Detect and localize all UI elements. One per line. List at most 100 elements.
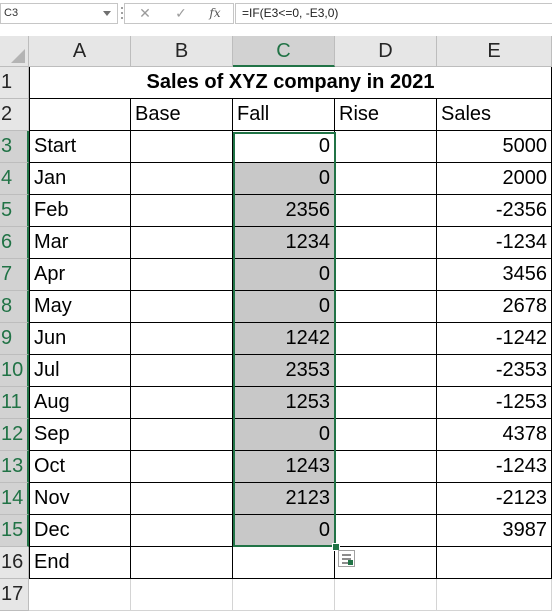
cell-a6[interactable]: Mar <box>29 227 131 259</box>
cell-b8[interactable] <box>131 291 233 323</box>
row-header-1[interactable]: 1 <box>0 67 29 99</box>
cell-d10[interactable] <box>335 355 437 387</box>
cell-e14[interactable]: -2123 <box>437 483 552 515</box>
cell-c4[interactable]: 0 <box>233 163 335 195</box>
cell-e8[interactable]: 2678 <box>437 291 552 323</box>
cell-a13[interactable]: Oct <box>29 451 131 483</box>
cell-b4[interactable] <box>131 163 233 195</box>
cell-c2[interactable]: Fall <box>233 99 335 131</box>
row-header-17[interactable]: 17 <box>0 579 29 611</box>
cell-e6[interactable]: -1234 <box>437 227 552 259</box>
cell-c6[interactable]: 1234 <box>233 227 335 259</box>
cell-a17[interactable] <box>29 579 131 611</box>
row-header-12[interactable]: 12 <box>0 419 29 451</box>
cell-d12[interactable] <box>335 419 437 451</box>
row-header-6[interactable]: 6 <box>0 227 29 259</box>
cell-b12[interactable] <box>131 419 233 451</box>
name-box[interactable]: C3 <box>0 3 118 24</box>
row-header-15[interactable]: 15 <box>0 515 29 547</box>
cell-e7[interactable]: 3456 <box>437 259 552 291</box>
cell-d14[interactable] <box>335 483 437 515</box>
cell-e12[interactable]: 4378 <box>437 419 552 451</box>
cell-a10[interactable]: Jul <box>29 355 131 387</box>
formula-input[interactable]: =IF(E3<=0, -E3,0) <box>235 3 552 24</box>
cell-b2[interactable]: Base <box>131 99 233 131</box>
cell-c14[interactable]: 2123 <box>233 483 335 515</box>
row-header-9[interactable]: 9 <box>0 323 29 355</box>
row-header-2[interactable]: 2 <box>0 99 29 131</box>
cell-d2[interactable]: Rise <box>335 99 437 131</box>
column-header-e[interactable]: E <box>437 36 552 67</box>
cell-c8[interactable]: 0 <box>233 291 335 323</box>
cell-e9[interactable]: -1242 <box>437 323 552 355</box>
cell-a8[interactable]: May <box>29 291 131 323</box>
row-header-8[interactable]: 8 <box>0 291 29 323</box>
row-header-14[interactable]: 14 <box>0 483 29 515</box>
column-header-c[interactable]: C <box>233 36 335 67</box>
cell-e17[interactable] <box>437 579 552 611</box>
row-header-16[interactable]: 16 <box>0 547 29 579</box>
cell-e11[interactable]: -1253 <box>437 387 552 419</box>
row-header-4[interactable]: 4 <box>0 163 29 195</box>
cell-c16[interactable] <box>233 547 335 579</box>
cell-a3[interactable]: Start <box>29 131 131 163</box>
cell-c17[interactable] <box>233 579 335 611</box>
cell-d11[interactable] <box>335 387 437 419</box>
enter-icon[interactable]: ✓ <box>175 5 187 21</box>
cell-b3[interactable] <box>131 131 233 163</box>
select-all-button[interactable] <box>0 36 29 67</box>
cell-c7[interactable]: 0 <box>233 259 335 291</box>
cell-c9[interactable]: 1242 <box>233 323 335 355</box>
dropdown-arrow-icon[interactable] <box>103 11 111 16</box>
cell-a12[interactable]: Sep <box>29 419 131 451</box>
formula-bar-grip[interactable] <box>120 5 124 22</box>
row-header-3[interactable]: 3 <box>0 131 29 163</box>
row-header-5[interactable]: 5 <box>0 195 29 227</box>
cell-a9[interactable]: Jun <box>29 323 131 355</box>
cell-e2[interactable]: Sales <box>437 99 552 131</box>
row-header-11[interactable]: 11 <box>0 387 29 419</box>
cell-b11[interactable] <box>131 387 233 419</box>
cell-d3[interactable] <box>335 131 437 163</box>
cell-b15[interactable] <box>131 515 233 547</box>
cell-a7[interactable]: Apr <box>29 259 131 291</box>
cell-d8[interactable] <box>335 291 437 323</box>
cell-d13[interactable] <box>335 451 437 483</box>
row-header-10[interactable]: 10 <box>0 355 29 387</box>
cancel-icon[interactable]: ✕ <box>139 5 151 21</box>
cell-e10[interactable]: -2353 <box>437 355 552 387</box>
column-header-d[interactable]: D <box>335 36 437 67</box>
cell-d5[interactable] <box>335 195 437 227</box>
row-header-7[interactable]: 7 <box>0 259 29 291</box>
cell-c10[interactable]: 2353 <box>233 355 335 387</box>
cell-e16[interactable] <box>437 547 552 579</box>
cell-e3[interactable]: 5000 <box>437 131 552 163</box>
cell-c13[interactable]: 1243 <box>233 451 335 483</box>
cell-d4[interactable] <box>335 163 437 195</box>
cell-a2[interactable] <box>29 99 131 131</box>
cell-c15[interactable]: 0 <box>233 515 335 547</box>
column-header-a[interactable]: A <box>29 36 131 67</box>
cell-b6[interactable] <box>131 227 233 259</box>
cell-d9[interactable] <box>335 323 437 355</box>
cell-b5[interactable] <box>131 195 233 227</box>
cell-d6[interactable] <box>335 227 437 259</box>
title-cell[interactable]: Sales of XYZ company in 2021 <box>29 67 552 99</box>
row-header-13[interactable]: 13 <box>0 451 29 483</box>
cell-a4[interactable]: Jan <box>29 163 131 195</box>
cell-a16[interactable]: End <box>29 547 131 579</box>
cell-a5[interactable]: Feb <box>29 195 131 227</box>
cell-a11[interactable]: Aug <box>29 387 131 419</box>
cell-e15[interactable]: 3987 <box>437 515 552 547</box>
cell-e13[interactable]: -1243 <box>437 451 552 483</box>
column-header-b[interactable]: B <box>131 36 233 67</box>
cell-b16[interactable] <box>131 547 233 579</box>
cell-a15[interactable]: Dec <box>29 515 131 547</box>
cell-c12[interactable]: 0 <box>233 419 335 451</box>
fill-handle[interactable] <box>332 543 340 551</box>
cell-b13[interactable] <box>131 451 233 483</box>
cell-a14[interactable]: Nov <box>29 483 131 515</box>
function-icon[interactable]: fx <box>209 6 221 20</box>
cell-b7[interactable] <box>131 259 233 291</box>
cell-b9[interactable] <box>131 323 233 355</box>
